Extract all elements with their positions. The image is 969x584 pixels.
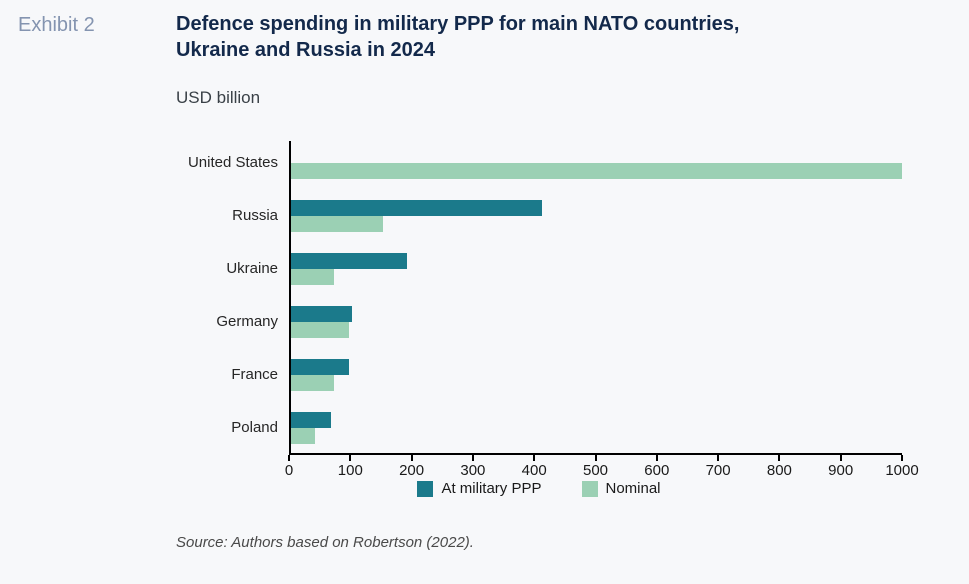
exhibit-label: Exhibit 2 xyxy=(18,14,95,36)
source-note: Source: Authors based on Robertson (2022… xyxy=(176,534,474,551)
x-tick-label: 800 xyxy=(766,462,792,479)
table-row: Poland xyxy=(0,412,902,444)
x-tick-mark xyxy=(655,455,658,461)
bar-ppp xyxy=(291,306,353,322)
category-label: Germany xyxy=(216,313,278,330)
x-tick-mark xyxy=(839,455,842,461)
bar-nominal xyxy=(291,375,334,391)
x-tick-mark xyxy=(901,455,903,461)
table-row: France xyxy=(0,359,902,391)
bar-nominal xyxy=(291,269,334,285)
legend-label: At military PPP xyxy=(441,480,542,497)
x-tick-mark xyxy=(349,455,352,461)
x-tick-label: 400 xyxy=(521,462,547,479)
bar-ppp xyxy=(291,412,331,428)
category-label: Ukraine xyxy=(226,260,278,277)
legend-entry: Nominal xyxy=(581,480,661,497)
legend-entry: At military PPP xyxy=(417,480,542,497)
bar-nominal xyxy=(291,216,383,232)
bar-nominal xyxy=(291,322,350,338)
x-tick-label: 200 xyxy=(399,462,425,479)
legend-label: Nominal xyxy=(605,480,661,497)
table-row: Germany xyxy=(0,306,902,338)
x-tick-label: 600 xyxy=(644,462,670,479)
category-label: France xyxy=(231,366,278,383)
category-label: United States xyxy=(187,154,278,171)
table-row: United States xyxy=(0,147,902,179)
legend-swatch-icon xyxy=(581,480,598,497)
chart-title-line2: Ukraine and Russia in 2024 xyxy=(176,39,436,61)
x-tick-label: 700 xyxy=(705,462,731,479)
x-tick-mark xyxy=(288,455,290,461)
legend-swatch-icon xyxy=(417,480,434,497)
category-label: Russia xyxy=(232,207,278,224)
chart-legend: At military PPP Nominal xyxy=(176,480,902,497)
bar-nominal xyxy=(291,428,316,444)
table-row: Russia xyxy=(0,200,902,232)
table-row: Ukraine xyxy=(0,253,902,285)
unit-label: USD billion xyxy=(176,88,261,107)
bar-ppp xyxy=(291,200,542,216)
plot-area xyxy=(289,141,902,455)
x-tick-mark xyxy=(471,455,474,461)
x-tick-label: 300 xyxy=(460,462,486,479)
x-tick-label: 500 xyxy=(582,462,609,479)
x-tick-label: 1000 xyxy=(885,462,919,479)
chart-title-line1: Defence spending in military PPP for mai… xyxy=(176,13,740,35)
chart-title: Defence spending in military PPP for mai… xyxy=(176,11,739,63)
x-tick-mark xyxy=(717,455,720,461)
x-tick-label: 900 xyxy=(828,462,854,479)
bar-ppp xyxy=(291,253,408,269)
x-tick-mark xyxy=(594,455,597,461)
x-tick-label: 0 xyxy=(284,462,294,479)
x-tick-label: 100 xyxy=(337,462,363,479)
category-label: Poland xyxy=(231,419,278,436)
x-tick-mark xyxy=(410,455,413,461)
x-tick-mark xyxy=(778,455,781,461)
bar-ppp xyxy=(291,359,350,375)
x-tick-mark xyxy=(533,455,536,461)
bar-nominal xyxy=(291,163,902,179)
